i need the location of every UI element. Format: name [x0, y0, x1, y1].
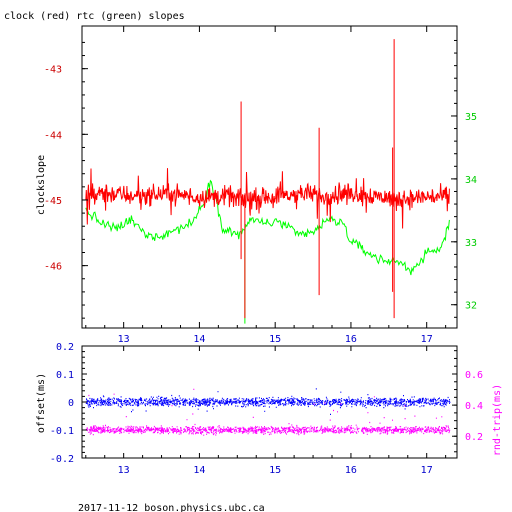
bottom-chart-data	[85, 388, 451, 436]
round-trip-points	[85, 388, 451, 436]
bottom-x-tick-label: 16	[345, 465, 357, 476]
bottom-y2-tick-label: 0.2	[465, 432, 483, 443]
bottom-y-tick-label: 0	[68, 398, 74, 409]
top-x-tick-label: 16	[345, 334, 357, 345]
bottom-x-tick-label: 14	[193, 465, 205, 476]
top-chart-ylabel: clockslope	[36, 155, 47, 215]
top-x-tick-label: 14	[193, 334, 205, 345]
bottom-y2-tick-label: 0.6	[465, 370, 483, 381]
bottom-y-tick-label: -0.2	[50, 454, 74, 465]
top-chart-data	[85, 39, 450, 324]
footer-text: 2017-11-12 boson.physics.ubc.ca	[78, 503, 265, 512]
bottom-chart-ylabel: offset(ms)	[36, 373, 47, 433]
top-y-tick-label: -45	[44, 196, 62, 207]
bottom-x-tick-label: 15	[269, 465, 281, 476]
clock-slope-line	[85, 168, 450, 229]
bottom-x-tick-label: 17	[421, 465, 433, 476]
top-y2-tick-label: 35	[465, 112, 477, 123]
bottom-y-tick-label: 0.2	[56, 342, 74, 353]
top-x-tick-label: 15	[269, 334, 281, 345]
top-chart-axes: 13 14 15 16 17 -43 -44 -45 -46 35 34 33 32	[44, 26, 477, 345]
top-y2-tick-label: 33	[465, 238, 477, 249]
bottom-y2-tick-label: 0.4	[465, 401, 483, 412]
bottom-y-tick-label: 0.1	[56, 370, 74, 381]
bottom-chart-y2label: rnd-trip(ms)	[492, 384, 503, 456]
top-chart-frame	[81, 25, 458, 329]
top-y-tick-label: -44	[44, 130, 62, 141]
top-chart-title: clock (red) rtc (green) slopes	[4, 11, 185, 22]
bottom-x-tick-label: 13	[118, 465, 130, 476]
top-x-tick-label: 17	[421, 334, 433, 345]
top-y-tick-label: -46	[44, 262, 62, 273]
top-y2-tick-label: 34	[465, 175, 477, 186]
top-y2-tick-label: 32	[465, 301, 477, 312]
bottom-chart-axes: 13 14 15 16 17 0.2 0.1 0 -0.1 -0.2 0.6 0.4 0.2	[50, 342, 483, 476]
top-x-tick-label: 13	[118, 334, 130, 345]
top-y-tick-label: -43	[44, 65, 62, 76]
bottom-y-tick-label: -0.1	[50, 426, 74, 437]
rtc-slope-line	[85, 179, 450, 276]
offset-points	[85, 388, 451, 415]
